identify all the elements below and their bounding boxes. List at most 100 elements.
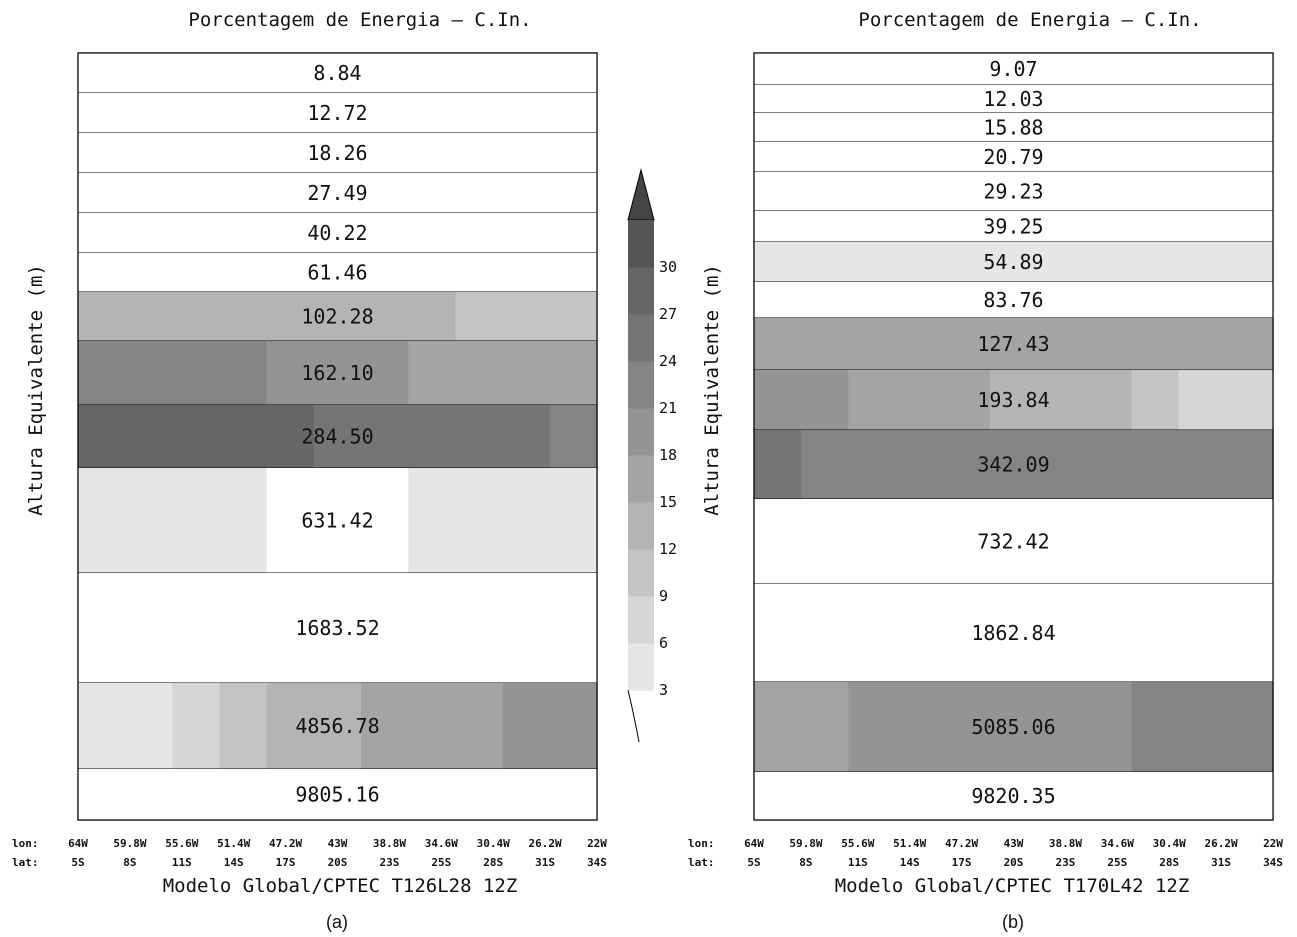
level-label: 61.46	[307, 261, 367, 285]
colorbar-swatch	[628, 502, 654, 550]
heatmap-cell	[549, 769, 598, 820]
heatmap-cell	[754, 682, 802, 772]
heatmap-cell	[895, 242, 944, 282]
heatmap-cell	[1131, 499, 1180, 584]
heatmap-cell	[361, 253, 409, 292]
heatmap-cell	[895, 772, 944, 820]
heatmap-cell	[1131, 172, 1180, 211]
heatmap-cell	[848, 172, 897, 211]
colorbar-tick-label: 15	[659, 493, 677, 511]
heatmap-cell	[361, 683, 409, 769]
lat-tick: 34S	[1263, 856, 1283, 869]
heatmap-cell	[78, 769, 126, 820]
heatmap-cell	[549, 253, 598, 292]
heatmap-cell	[408, 573, 457, 683]
lon-tick: 64W	[744, 837, 764, 850]
heatmap-cell	[989, 584, 1038, 682]
heatmap-cell	[125, 292, 173, 341]
level-label: 162.10	[301, 361, 373, 385]
heatmap-cell	[549, 133, 598, 173]
heatmap-cell	[1037, 53, 1085, 85]
heatmap-cell	[1131, 282, 1180, 318]
heatmap-cell	[313, 573, 362, 683]
heatmap-cell	[1178, 172, 1227, 211]
heatmap-cell	[1037, 499, 1085, 584]
level-label: 9820.35	[971, 784, 1055, 808]
heatmap-cell	[125, 53, 173, 93]
heatmap-cell	[361, 213, 409, 253]
heatmap-cell	[942, 772, 991, 820]
heatmap-cell	[754, 584, 802, 682]
lon-tick: 30.4W	[477, 837, 510, 850]
heatmap-cell	[848, 142, 897, 172]
heatmap-cell	[266, 292, 315, 341]
heatmap-cell	[1225, 242, 1274, 282]
heatmap-cell	[1225, 430, 1274, 499]
heatmap-cell	[408, 173, 457, 213]
level-label: 102.28	[301, 305, 373, 329]
lat-tick: 14S	[224, 856, 244, 869]
heatmap-cell	[219, 341, 268, 405]
level-label: 1862.84	[971, 621, 1055, 645]
heatmap-cell	[989, 430, 1038, 499]
heatmap-cell	[942, 499, 991, 584]
heatmap-cell	[172, 173, 221, 213]
heatmap-cell	[1037, 142, 1085, 172]
lat-tick: 14S	[900, 856, 920, 869]
heatmap-cell	[408, 253, 457, 292]
heatmap-cell	[502, 292, 551, 341]
heatmap-cell	[549, 683, 598, 769]
heatmap-cell	[942, 211, 991, 242]
level-label: 631.42	[301, 509, 373, 533]
heatmap-cell	[848, 318, 897, 370]
heatmap-cell	[502, 253, 551, 292]
heatmap-cell	[549, 53, 598, 93]
heatmap-cell	[1131, 370, 1180, 430]
level-label: 15.88	[983, 116, 1043, 140]
heatmap-cell	[502, 683, 551, 769]
lon-tick: 43W	[1004, 837, 1024, 850]
heatmap-cell	[219, 573, 268, 683]
heatmap-cell	[895, 682, 944, 772]
heatmap-cell	[801, 430, 849, 499]
heatmap-cell	[942, 242, 991, 282]
panel-b-caption: (b)	[1002, 912, 1024, 932]
heatmap-cell	[754, 772, 802, 820]
lon-tick: 30.4W	[1153, 837, 1186, 850]
heatmap-cell	[801, 211, 849, 242]
heatmap-cell	[313, 133, 362, 173]
heatmap-cell	[266, 405, 315, 468]
lat-tick: 5S	[747, 856, 760, 869]
lon-tick: 26.2W	[1205, 837, 1238, 850]
heatmap-cell	[1084, 53, 1133, 85]
colorbar-swatch	[628, 408, 654, 456]
heatmap-cell	[1178, 242, 1227, 282]
level-label: 342.09	[977, 453, 1049, 477]
level-label: 127.43	[977, 332, 1049, 356]
heatmap-cell	[313, 468, 362, 573]
heatmap-cell	[895, 142, 944, 172]
heatmap-cell	[1037, 370, 1085, 430]
heatmap-cell	[408, 468, 457, 573]
panel-b-lon-label: lon:	[688, 837, 715, 850]
heatmap-cell	[78, 468, 126, 573]
heatmap-cell	[942, 113, 991, 142]
lon-tick: 55.6W	[165, 837, 198, 850]
panel-a-plot: 8.84 12.72 18.26 27.49 40.22 61.46 102.28 162.1…	[77, 52, 598, 821]
colorbar-swatch	[628, 220, 654, 268]
heatmap-cell	[219, 93, 268, 133]
heatmap-cell	[313, 213, 362, 253]
heatmap-cell	[455, 468, 504, 573]
level-label: 1683.52	[295, 616, 379, 640]
heatmap-cell	[942, 584, 991, 682]
level-label: 5085.06	[971, 715, 1055, 739]
level-label: 20.79	[983, 145, 1043, 169]
level-label: 12.72	[307, 101, 367, 125]
heatmap-cell	[266, 341, 315, 405]
lat-tick: 17S	[276, 856, 296, 869]
heatmap-cell	[895, 499, 944, 584]
heatmap-cell	[455, 573, 504, 683]
heatmap-cell	[172, 405, 221, 468]
heatmap-cell	[455, 683, 504, 769]
plot-border	[77, 52, 598, 821]
